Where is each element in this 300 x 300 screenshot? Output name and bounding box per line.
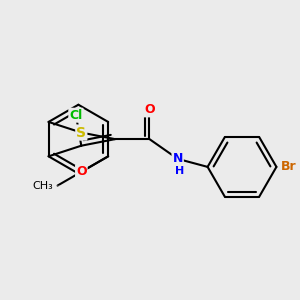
Text: S: S: [76, 126, 86, 140]
Text: O: O: [144, 103, 155, 116]
Text: CH₃: CH₃: [32, 181, 53, 190]
Text: methoxy: methoxy: [54, 185, 61, 186]
Text: O: O: [76, 165, 87, 178]
Text: H: H: [175, 166, 184, 176]
Text: Cl: Cl: [69, 109, 82, 122]
Text: N: N: [172, 152, 183, 165]
Text: Br: Br: [281, 160, 297, 173]
